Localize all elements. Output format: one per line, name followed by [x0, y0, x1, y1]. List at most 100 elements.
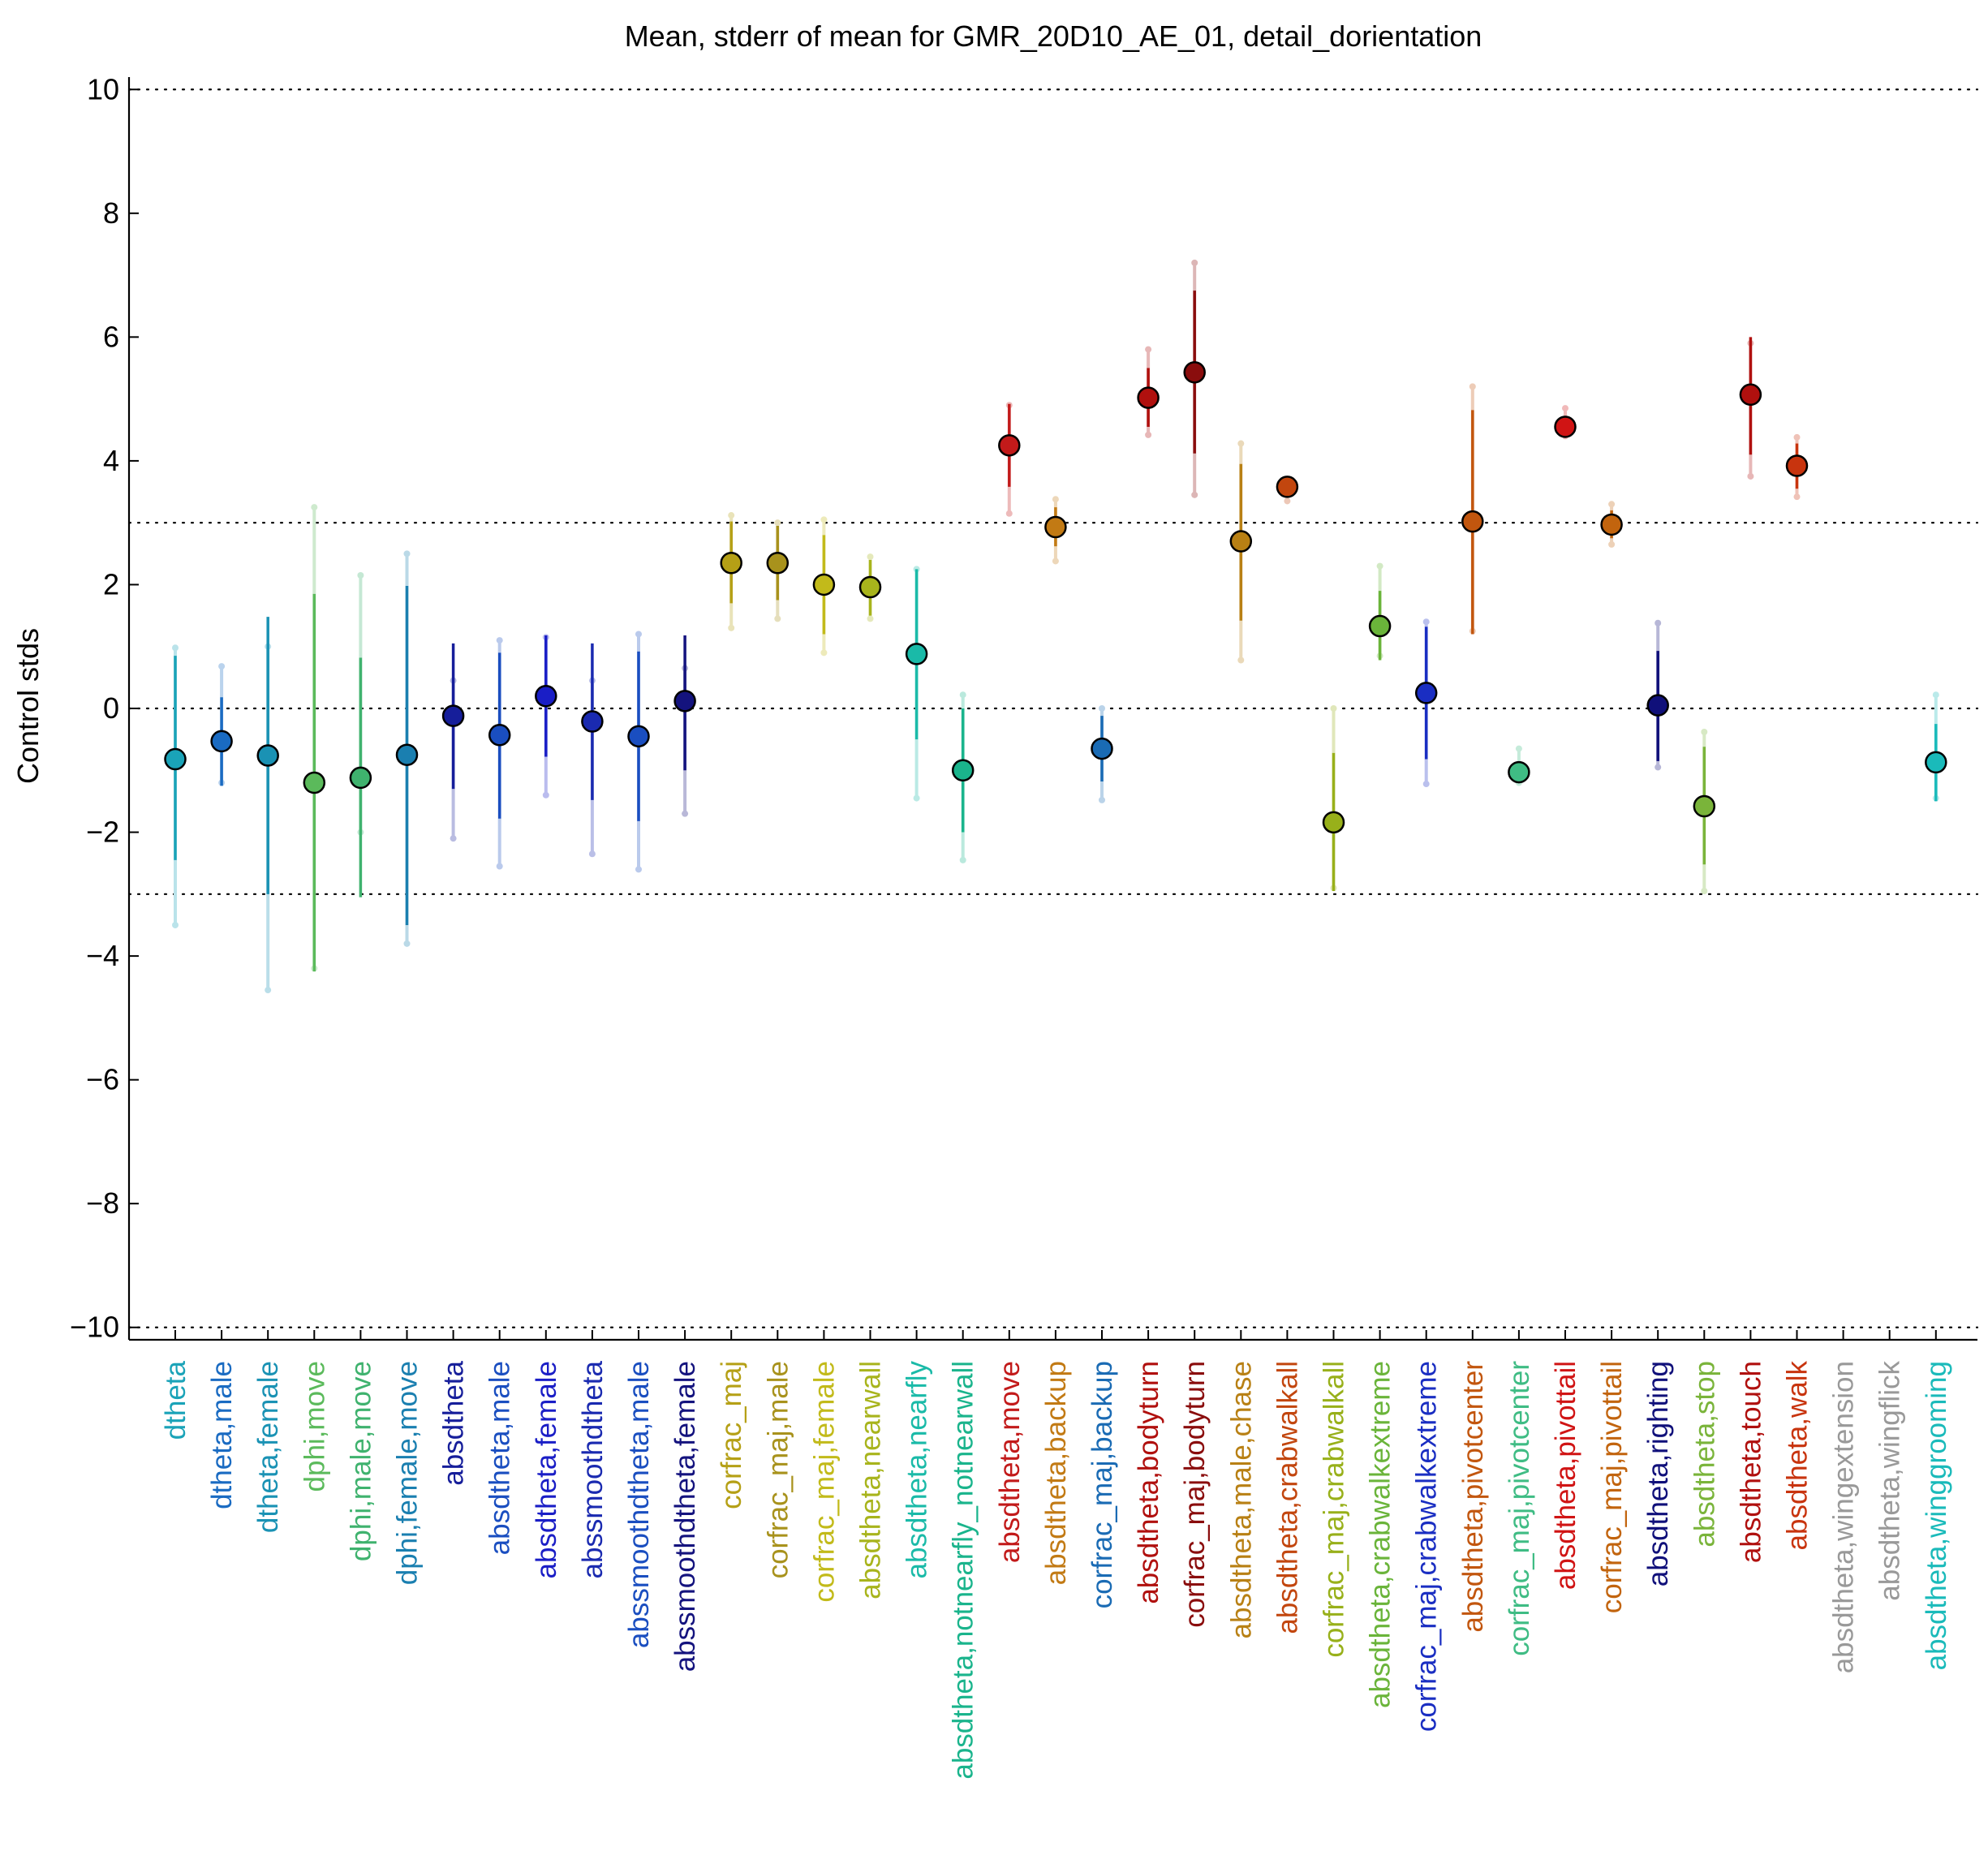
range-end-high: [1052, 496, 1059, 503]
range-end-high: [218, 663, 226, 670]
mean-point: [210, 730, 233, 753]
mean-point: [1600, 513, 1623, 536]
mean-point: [1276, 476, 1299, 498]
x-tick-label: absdtheta,pivotcenter: [1457, 1361, 1489, 1633]
y-tick-label: 0: [103, 691, 119, 725]
mean-point: [581, 710, 604, 733]
y-tick-label: −4: [86, 939, 119, 972]
range-end-high: [172, 644, 179, 652]
x-tick-label: corfrac_maj,bodyturn: [1179, 1361, 1211, 1628]
range-end-high: [635, 631, 642, 638]
mean-point: [1229, 530, 1253, 553]
range-end-low: [682, 810, 689, 817]
x-tick-label: absdtheta,female: [531, 1361, 562, 1579]
range-end-high: [357, 572, 364, 579]
x-tick-label: absdtheta,crabwalkall: [1272, 1361, 1303, 1634]
mean-point: [488, 724, 511, 747]
x-tick-label: dphi,male,move: [345, 1361, 377, 1561]
mean-point: [627, 725, 650, 748]
x-tick-label: absdtheta,pivottail: [1550, 1361, 1581, 1590]
y-tick-label: 6: [103, 320, 119, 353]
range-end-low: [635, 866, 642, 873]
x-tick-label: absdtheta,move: [994, 1361, 1026, 1563]
range-end-high: [1701, 728, 1708, 735]
mean-point: [1414, 682, 1438, 704]
mean-point: [1322, 811, 1345, 834]
x-tick-label: absdtheta,notnearfly_notnearwall: [948, 1361, 979, 1780]
range-end-low: [1145, 431, 1152, 438]
range-end-high: [1608, 501, 1616, 508]
mean-point: [998, 434, 1021, 457]
range-end-high: [1422, 618, 1430, 626]
mean-point: [1693, 794, 1716, 818]
range-end-high: [1469, 383, 1476, 390]
y-ticks: −10 −8 −6 −4 −2 0 2 4 6 8 10: [70, 72, 139, 1344]
range-end-high: [1237, 440, 1245, 447]
mean-point: [951, 759, 975, 782]
mean-point: [1044, 515, 1067, 539]
y-tick-label: −10: [70, 1311, 119, 1344]
mean-point: [905, 643, 928, 665]
mean-point: [1091, 737, 1113, 760]
range-end-low: [820, 649, 828, 656]
x-tick-label: absdtheta,wingextension: [1828, 1361, 1860, 1673]
range-end-low: [1701, 888, 1708, 895]
range-end-low: [542, 791, 549, 799]
mean-point: [1554, 415, 1577, 438]
mean-point: [1508, 760, 1530, 784]
range-end-high: [867, 553, 874, 561]
mean-point: [395, 743, 419, 766]
x-tick-label: absdtheta,male: [484, 1361, 516, 1555]
mean-point: [441, 704, 465, 727]
range-end-low: [1422, 781, 1430, 788]
x-tick-label: absdtheta,winggrooming: [1921, 1361, 1952, 1670]
mean-point: [535, 684, 557, 708]
range-end-low: [265, 987, 272, 994]
range-end-low: [1608, 540, 1616, 548]
range-end-high: [1099, 705, 1105, 712]
range-end-low: [867, 615, 874, 622]
range-end-low: [588, 850, 596, 858]
x-tick-label: absdtheta,backup: [1040, 1361, 1072, 1585]
x-tick-label: dtheta,male: [206, 1361, 238, 1509]
x-tick-label: absdtheta: [438, 1360, 470, 1485]
x-tick-label: abssmoothdtheta,female: [669, 1361, 701, 1672]
x-tick-label: corfrac_maj: [716, 1361, 747, 1509]
range-end-low: [172, 921, 179, 928]
range-end-high: [403, 550, 411, 557]
y-tick-label: 2: [103, 567, 119, 601]
mean-point: [1925, 751, 1947, 774]
mean-point: [673, 690, 696, 712]
range-end-low: [450, 835, 457, 842]
range-end-high: [1376, 562, 1383, 570]
range-end-low: [1655, 764, 1662, 771]
x-tick-label: dphi,female,move: [392, 1361, 424, 1585]
mean-point: [256, 744, 279, 767]
range-end-high: [1655, 619, 1662, 626]
x-tick-label: abssmoothdtheta: [577, 1360, 609, 1578]
range-end-low: [1237, 656, 1245, 664]
range-end-low: [1005, 510, 1013, 517]
x-tick-label: corfrac_maj,crabwalkextreme: [1411, 1361, 1443, 1732]
range-end-low: [774, 615, 781, 622]
range-end-high: [1191, 259, 1198, 266]
x-tick-label: absdtheta,stop: [1689, 1361, 1720, 1548]
range-end-low: [1793, 493, 1801, 501]
range-end-low: [496, 863, 503, 870]
x-tick-label: absdtheta,nearwall: [855, 1361, 887, 1599]
x-tick-label: absdtheta,touch: [1735, 1361, 1766, 1563]
x-tick-label: corfrac_maj,male: [762, 1361, 794, 1578]
x-tick-label: dtheta: [160, 1360, 191, 1440]
mean-point: [1461, 510, 1484, 533]
mean-point: [1368, 614, 1392, 638]
range-end-low: [1284, 497, 1291, 505]
mean-point: [812, 573, 836, 596]
x-tick-label: absdtheta,male,chase: [1225, 1361, 1257, 1638]
x-tick-label: absdtheta,walk: [1782, 1361, 1814, 1551]
y-tick-label: −6: [86, 1063, 119, 1096]
range-end-high: [1932, 691, 1939, 699]
range-end-high: [496, 637, 503, 644]
range-end-high: [959, 691, 966, 699]
